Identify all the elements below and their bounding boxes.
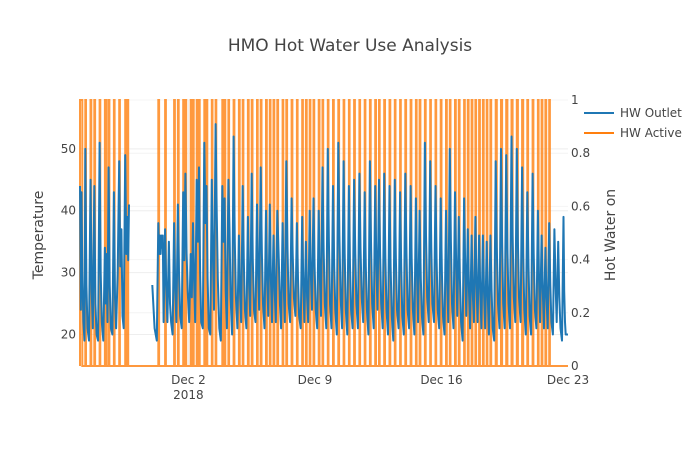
y2-tick-label: 0 [571, 359, 579, 373]
x-tick-label: Dec 16 [420, 373, 462, 387]
x-tick-label: Dec 2 [171, 373, 206, 387]
y2-tick-label: 0.8 [571, 146, 590, 160]
legend-label: HW Outlet [620, 106, 682, 120]
series-line-hw-active [79, 99, 568, 367]
x-tick-label: Dec 23 [547, 373, 589, 387]
x-tick-sublabel: 2018 [173, 388, 204, 402]
y-axis-title: Temperature [31, 191, 47, 281]
legend-label: HW Active [620, 126, 682, 140]
plot-area [79, 99, 569, 367]
y2-tick-label: 0.2 [571, 306, 590, 320]
y-tick-label: 40 [61, 204, 76, 218]
y2-tick-label: 0.4 [571, 253, 590, 267]
y2-axis-title: Hot Water on [603, 189, 619, 281]
y-tick-label: 50 [61, 142, 76, 156]
y-tick-label: 20 [61, 327, 76, 341]
y2-tick-label: 1 [571, 93, 579, 107]
y-tick-label: 30 [61, 266, 76, 280]
series-line-hw-outlet-segment [151, 123, 569, 342]
legend[interactable]: HW Outlet HW Active [584, 106, 682, 140]
series-line-hw-outlet-segment [79, 141, 130, 342]
x-tick-label: Dec 9 [298, 373, 333, 387]
y2-tick-label: 0.6 [571, 199, 590, 213]
chart-title: HMO Hot Water Use Analysis [228, 36, 472, 56]
